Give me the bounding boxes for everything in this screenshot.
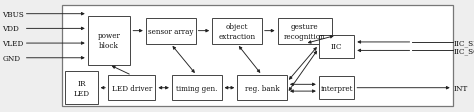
Text: IR
LED: IR LED [73, 79, 90, 97]
Bar [319, 77, 354, 99]
Bar [146, 18, 195, 44]
Text: timing gen.: timing gen. [176, 84, 218, 92]
Text: VLED: VLED [2, 40, 24, 48]
Text: object
extraction: object extraction [219, 23, 255, 40]
Bar [237, 76, 287, 100]
Text: VDD: VDD [2, 25, 19, 33]
Bar [172, 76, 221, 100]
Bar [62, 6, 453, 106]
Bar [65, 72, 98, 104]
Text: reg. bank: reg. bank [245, 84, 280, 92]
Bar [319, 36, 354, 58]
Text: GND: GND [2, 54, 20, 62]
Bar [277, 18, 332, 44]
Text: interpret: interpret [320, 84, 353, 92]
Bar [108, 76, 155, 100]
Bar [88, 17, 130, 65]
Text: INT: INT [453, 84, 467, 92]
Text: gesture
recognition: gesture recognition [284, 23, 326, 40]
Text: VBUS: VBUS [2, 11, 24, 18]
Text: IIC_SDA: IIC_SDA [453, 39, 474, 46]
Text: IIC_SCL: IIC_SCL [453, 47, 474, 55]
Text: LED driver: LED driver [112, 84, 152, 92]
Text: power
block: power block [98, 32, 120, 50]
Bar [212, 18, 262, 44]
Text: sensor array: sensor array [148, 27, 193, 35]
Text: IIC: IIC [331, 43, 342, 51]
